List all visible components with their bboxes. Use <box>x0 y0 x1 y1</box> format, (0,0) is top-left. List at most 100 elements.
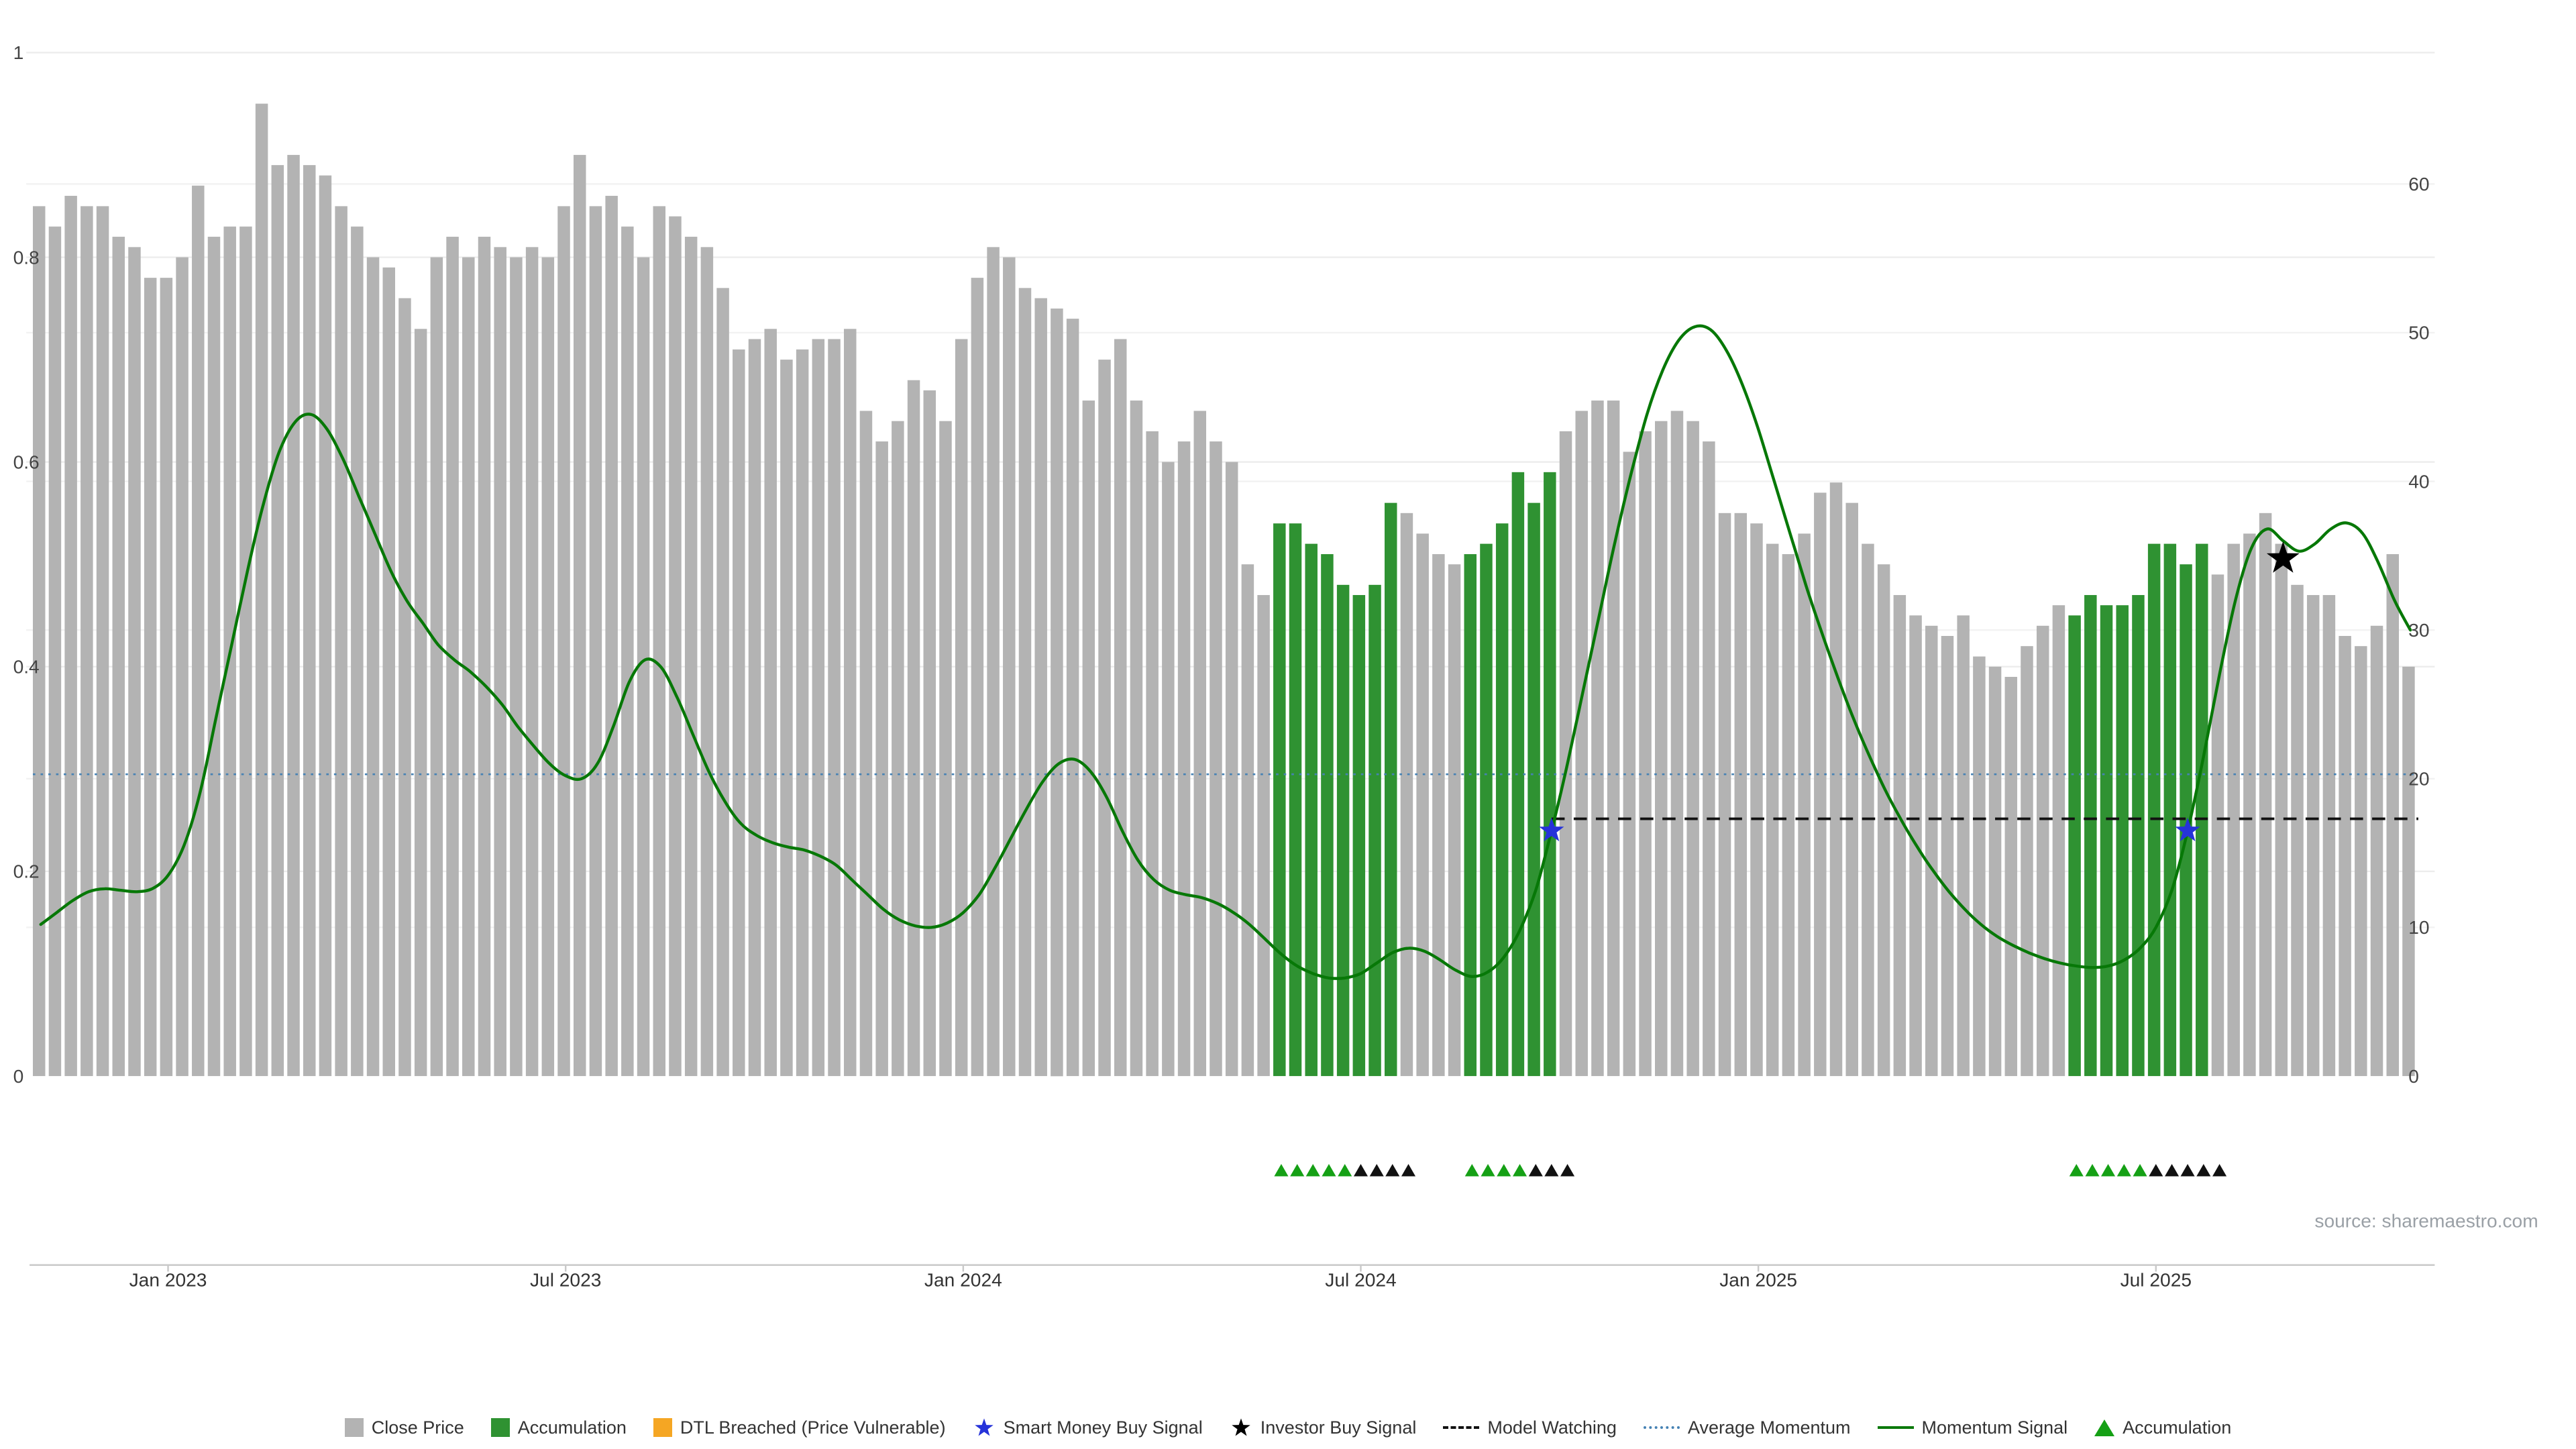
legend-item-model-watching: Model Watching <box>1443 1417 1617 1438</box>
close-price-bar <box>1798 533 1811 1077</box>
close-price-bar <box>669 216 682 1077</box>
close-price-bar <box>1432 554 1445 1077</box>
star-swatch-icon <box>974 1418 994 1436</box>
close-price-bar <box>939 421 952 1077</box>
close-price-bar <box>382 267 396 1077</box>
close-price-bar <box>1639 431 1652 1077</box>
close-price-bar <box>1623 451 1636 1077</box>
close-price-bar <box>1400 513 1413 1077</box>
close-price-bar <box>700 247 714 1077</box>
accumulation-triangle-icon <box>2085 1164 2100 1177</box>
close-price-bar <box>589 206 602 1077</box>
close-price-bar <box>462 257 475 1077</box>
accumulation-triangle-icon <box>2069 1164 2084 1177</box>
close-price-bar <box>1559 431 1572 1077</box>
accumulation-bar <box>1289 523 1302 1077</box>
legend-item-momentum-signal: Momentum Signal <box>1877 1417 2068 1438</box>
close-price-bar <box>1003 257 1016 1077</box>
accumulation-triangle-icon <box>1274 1164 1289 1177</box>
y-axis-left-label: 0 <box>13 1066 24 1087</box>
close-price-bar <box>398 298 411 1077</box>
close-price-bar <box>2211 574 2224 1077</box>
accumulation-triangle-icon <box>2165 1164 2180 1177</box>
close-price-bar <box>1225 462 1238 1077</box>
legend-item-accumulation: Accumulation <box>2094 1417 2231 1438</box>
close-price-bar <box>1862 543 1874 1077</box>
close-price-bar <box>2386 554 2399 1077</box>
accumulation-bar <box>1480 543 1493 1077</box>
close-price-bar <box>1814 492 1827 1077</box>
close-price-bar <box>1893 595 1907 1077</box>
close-price-bar <box>1703 441 1715 1077</box>
x-axis-label: Jul 2023 <box>530 1270 601 1291</box>
close-price-bar <box>1575 411 1588 1077</box>
close-price-bar <box>271 165 284 1077</box>
close-price-bar <box>637 257 650 1077</box>
triangle-swatch-icon <box>2094 1419 2115 1436</box>
close-price-bar <box>525 247 539 1077</box>
close-price-bar <box>605 195 618 1077</box>
close-price-bar <box>764 329 777 1077</box>
accumulation-triangle-icon <box>1353 1164 1368 1177</box>
accumulation-triangle-icon <box>1401 1164 1416 1177</box>
close-price-bar <box>843 329 857 1077</box>
close-price-bar <box>2052 605 2065 1077</box>
star-swatch-icon <box>1231 1418 1250 1436</box>
close-price-bar <box>1941 636 1954 1077</box>
close-price-bar <box>1782 554 1795 1077</box>
accumulation-bar <box>2100 605 2113 1077</box>
accumulation-bar <box>1321 554 1334 1077</box>
investor-buy-star-icon <box>2266 541 2300 573</box>
close-price-bar <box>1686 421 1699 1077</box>
close-price-bar <box>653 206 666 1077</box>
y-axis-right-label: 50 <box>2408 323 2429 343</box>
close-price-bar <box>812 339 825 1077</box>
square-swatch-icon <box>653 1418 672 1437</box>
smart-money-buy-star-icon <box>2175 817 2200 842</box>
close-price-bar <box>1051 308 1063 1077</box>
y-axis-left-label: 0.6 <box>13 451 40 472</box>
close-price-bar <box>1098 360 1111 1077</box>
close-price-bar <box>176 257 189 1077</box>
legend-label: Accumulation <box>517 1417 627 1438</box>
y-axis-right-label: 0 <box>2408 1066 2419 1087</box>
close-price-bar <box>287 154 300 1077</box>
accumulation-bar <box>2116 605 2129 1077</box>
close-price-bar <box>1988 666 2002 1077</box>
smart-money-buy-star-icon <box>1539 817 1564 842</box>
close-price-bar <box>1877 564 1890 1077</box>
close-price-bar <box>160 278 173 1077</box>
square-swatch-icon <box>344 1418 364 1437</box>
close-price-bar <box>748 339 761 1077</box>
close-price-bar <box>80 206 93 1077</box>
close-price-bar <box>1718 513 1731 1077</box>
accumulation-bar <box>1336 584 1350 1077</box>
close-price-bar <box>780 360 793 1077</box>
close-price-bar <box>96 206 109 1077</box>
close-price-bar <box>1957 615 1970 1077</box>
accumulation-triangle-icon <box>2196 1164 2211 1177</box>
close-price-bar <box>2339 636 2351 1077</box>
close-price-bar <box>510 257 523 1077</box>
close-price-bar <box>2275 543 2288 1077</box>
close-price-bar <box>1130 400 1143 1077</box>
close-price-bar <box>2355 646 2367 1077</box>
line-swatch-icon <box>1877 1426 1914 1429</box>
accumulation-triangle-icon <box>1513 1164 1527 1177</box>
x-axis-label: Jul 2025 <box>2121 1270 2192 1291</box>
accumulation-bar <box>1305 543 1318 1077</box>
accumulation-triangle-icon <box>1528 1164 1543 1177</box>
accumulation-triangle-icon <box>2133 1164 2147 1177</box>
y-axis-right-label: 60 <box>2408 174 2429 195</box>
accumulation-triangle-icon <box>2116 1164 2131 1177</box>
close-price-bar <box>351 226 364 1077</box>
close-price-bar <box>430 257 443 1077</box>
close-price-bar <box>621 226 634 1077</box>
close-price-bar <box>1750 523 1763 1077</box>
close-price-bar <box>2370 625 2383 1077</box>
close-price-bar <box>796 349 809 1077</box>
close-price-bar <box>207 236 221 1077</box>
source-text: source: sharemaestro.com <box>2314 1210 2538 1231</box>
